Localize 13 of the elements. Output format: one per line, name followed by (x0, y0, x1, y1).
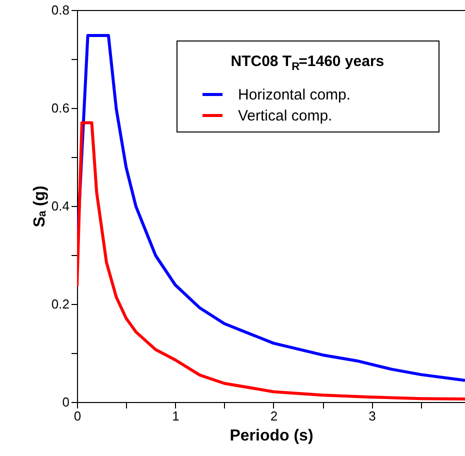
legend-label: Vertical comp. (238, 108, 332, 124)
x-tick-label: 1 (172, 408, 180, 424)
y-tick-label: 0.2 (51, 296, 70, 312)
y-tick-label: 0 (62, 394, 70, 410)
y-tick-label: 0.8 (51, 2, 70, 18)
y-tick-label: 0.6 (51, 100, 70, 116)
x-tick-label: 3 (368, 408, 376, 424)
x-axis-title: Periodo (s) (230, 428, 314, 444)
legend-label: Horizontal comp. (238, 86, 351, 104)
x-tick-label: 0 (74, 408, 82, 424)
y-tick-label: 0.4 (51, 198, 70, 214)
y-axis-title: Sₐ (g) (31, 186, 48, 228)
x-tick-label: 2 (270, 408, 278, 424)
